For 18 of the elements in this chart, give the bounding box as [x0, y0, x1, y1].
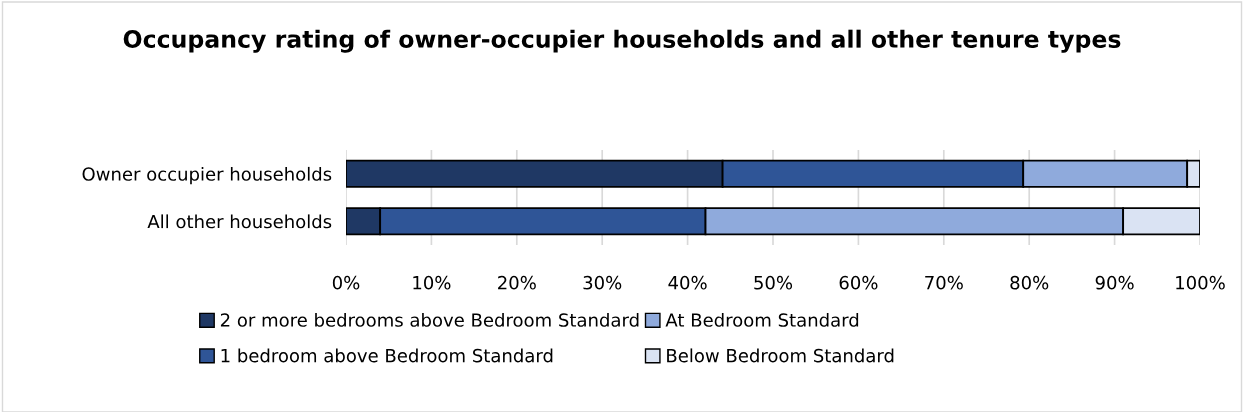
x-tick-label: 10%	[413, 275, 451, 290]
x-tick-label: 90%	[1095, 275, 1134, 290]
x-tick-label: 80%	[1010, 275, 1049, 290]
x-tick-label: 100%	[1176, 275, 1225, 290]
x-tick-label: 60%	[839, 275, 878, 290]
legend-label: 2 or more bedrooms above Bedroom Standard	[220, 312, 639, 327]
legend-label: At Bedroom Standard	[665, 312, 859, 327]
legend-label: Below Bedroom Standard	[667, 348, 894, 363]
x-tick-label: 30%	[583, 275, 622, 290]
chart-title: Occupancy rating of owner-occupier households and all other tenure types	[123, 29, 1121, 53]
x-tick-label: 50%	[754, 275, 793, 290]
y-tick-label: Owner occupier households	[82, 166, 332, 185]
x-tick-label: 40%	[668, 275, 707, 290]
y-tick-label: All other households	[147, 214, 332, 229]
x-tick-label: 70%	[925, 275, 963, 290]
x-tick-label: 0%	[332, 275, 360, 290]
x-tick-label: 20%	[498, 275, 536, 290]
legend-label: 1 bedroom above Bedroom Standard	[221, 348, 553, 363]
